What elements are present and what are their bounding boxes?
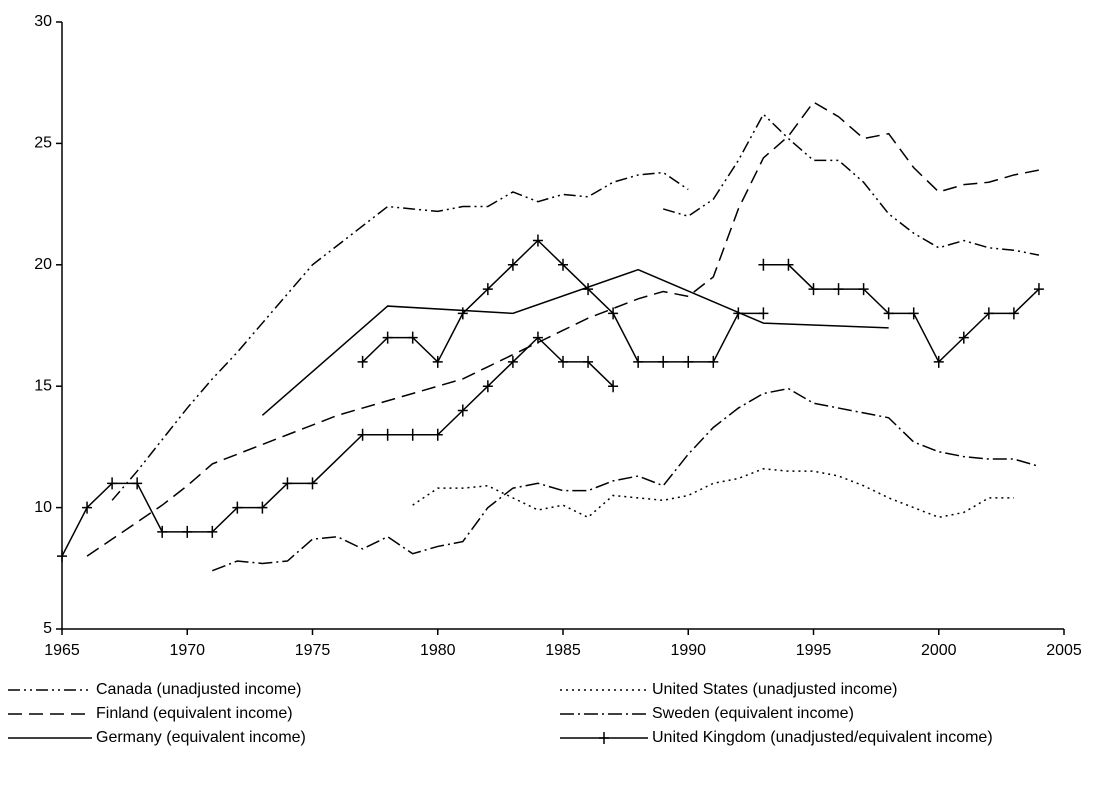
- y-tick-label: 30: [34, 13, 52, 30]
- series-line: [86, 101, 1040, 557]
- point-marker: [482, 380, 493, 393]
- point-marker: [958, 331, 969, 344]
- series-line: [61, 336, 614, 557]
- legend-label: Sweden (equivalent income): [652, 705, 854, 722]
- point-marker: [608, 307, 619, 320]
- x-tick-label: 1975: [295, 642, 331, 659]
- x-tick-label: 1990: [670, 642, 706, 659]
- point-marker: [933, 355, 944, 368]
- point-marker: [733, 307, 744, 320]
- point-marker: [432, 355, 443, 368]
- point-marker: [608, 380, 619, 393]
- point-marker: [532, 234, 543, 247]
- point-marker: [583, 355, 594, 368]
- x-tick-label: 1965: [44, 642, 80, 659]
- series-line: [763, 264, 1040, 364]
- x-tick-label: 1995: [796, 642, 832, 659]
- legend-marker: [599, 732, 609, 744]
- point-marker: [407, 331, 418, 344]
- point-marker: [432, 428, 443, 441]
- point-marker: [783, 258, 794, 271]
- y-tick-label: 10: [34, 499, 52, 516]
- y-tick-label: 25: [34, 135, 52, 152]
- point-marker: [633, 355, 644, 368]
- point-marker: [908, 307, 919, 320]
- series-line: [111, 171, 689, 501]
- point-marker: [382, 331, 393, 344]
- point-marker: [658, 355, 669, 368]
- point-marker: [207, 525, 218, 538]
- point-marker: [808, 283, 819, 296]
- point-marker: [382, 428, 393, 441]
- series-line: [362, 239, 764, 364]
- point-marker: [883, 307, 894, 320]
- x-tick-label: 2000: [921, 642, 957, 659]
- point-marker: [983, 307, 994, 320]
- y-tick-label: 5: [43, 620, 52, 637]
- point-marker: [683, 355, 694, 368]
- point-marker: [507, 355, 518, 368]
- series-line: [212, 387, 1040, 572]
- x-tick-label: 2005: [1046, 642, 1082, 659]
- legend-label: Germany (equivalent income): [96, 729, 306, 746]
- point-marker: [583, 283, 594, 296]
- point-marker: [357, 428, 368, 441]
- point-marker: [157, 525, 168, 538]
- point-marker: [1033, 283, 1044, 296]
- series-line: [662, 113, 1040, 256]
- x-tick-label: 1985: [545, 642, 581, 659]
- point-marker: [232, 501, 243, 514]
- point-marker: [182, 525, 193, 538]
- point-marker: [307, 477, 318, 490]
- point-marker: [457, 404, 468, 417]
- legend-label: Canada (unadjusted income): [96, 681, 301, 698]
- point-marker: [57, 550, 67, 563]
- point-marker: [132, 477, 143, 490]
- point-marker: [457, 307, 468, 320]
- point-marker: [107, 477, 118, 490]
- point-marker: [558, 355, 568, 368]
- point-marker: [82, 501, 93, 514]
- point-marker: [257, 501, 268, 514]
- point-marker: [758, 307, 769, 320]
- point-marker: [282, 477, 293, 490]
- legend-label: United States (unadjusted income): [652, 681, 897, 698]
- point-marker: [407, 428, 418, 441]
- point-marker: [532, 331, 543, 344]
- series-line: [261, 268, 889, 416]
- point-marker: [858, 283, 869, 296]
- x-tick-label: 1970: [169, 642, 205, 659]
- x-tick-label: 1980: [420, 642, 456, 659]
- point-marker: [758, 258, 769, 271]
- point-marker: [357, 355, 368, 368]
- legend-label: Finland (equivalent income): [96, 705, 293, 722]
- point-marker: [558, 258, 568, 271]
- point-marker: [833, 283, 844, 296]
- series-line: [412, 467, 1014, 519]
- y-tick-label: 15: [34, 377, 52, 394]
- point-marker: [482, 283, 493, 296]
- point-marker: [708, 355, 719, 368]
- point-marker: [1008, 307, 1019, 320]
- y-tick-label: 20: [34, 256, 52, 273]
- point-marker: [507, 258, 518, 271]
- legend-label: United Kingdom (unadjusted/equivalent in…: [652, 729, 993, 746]
